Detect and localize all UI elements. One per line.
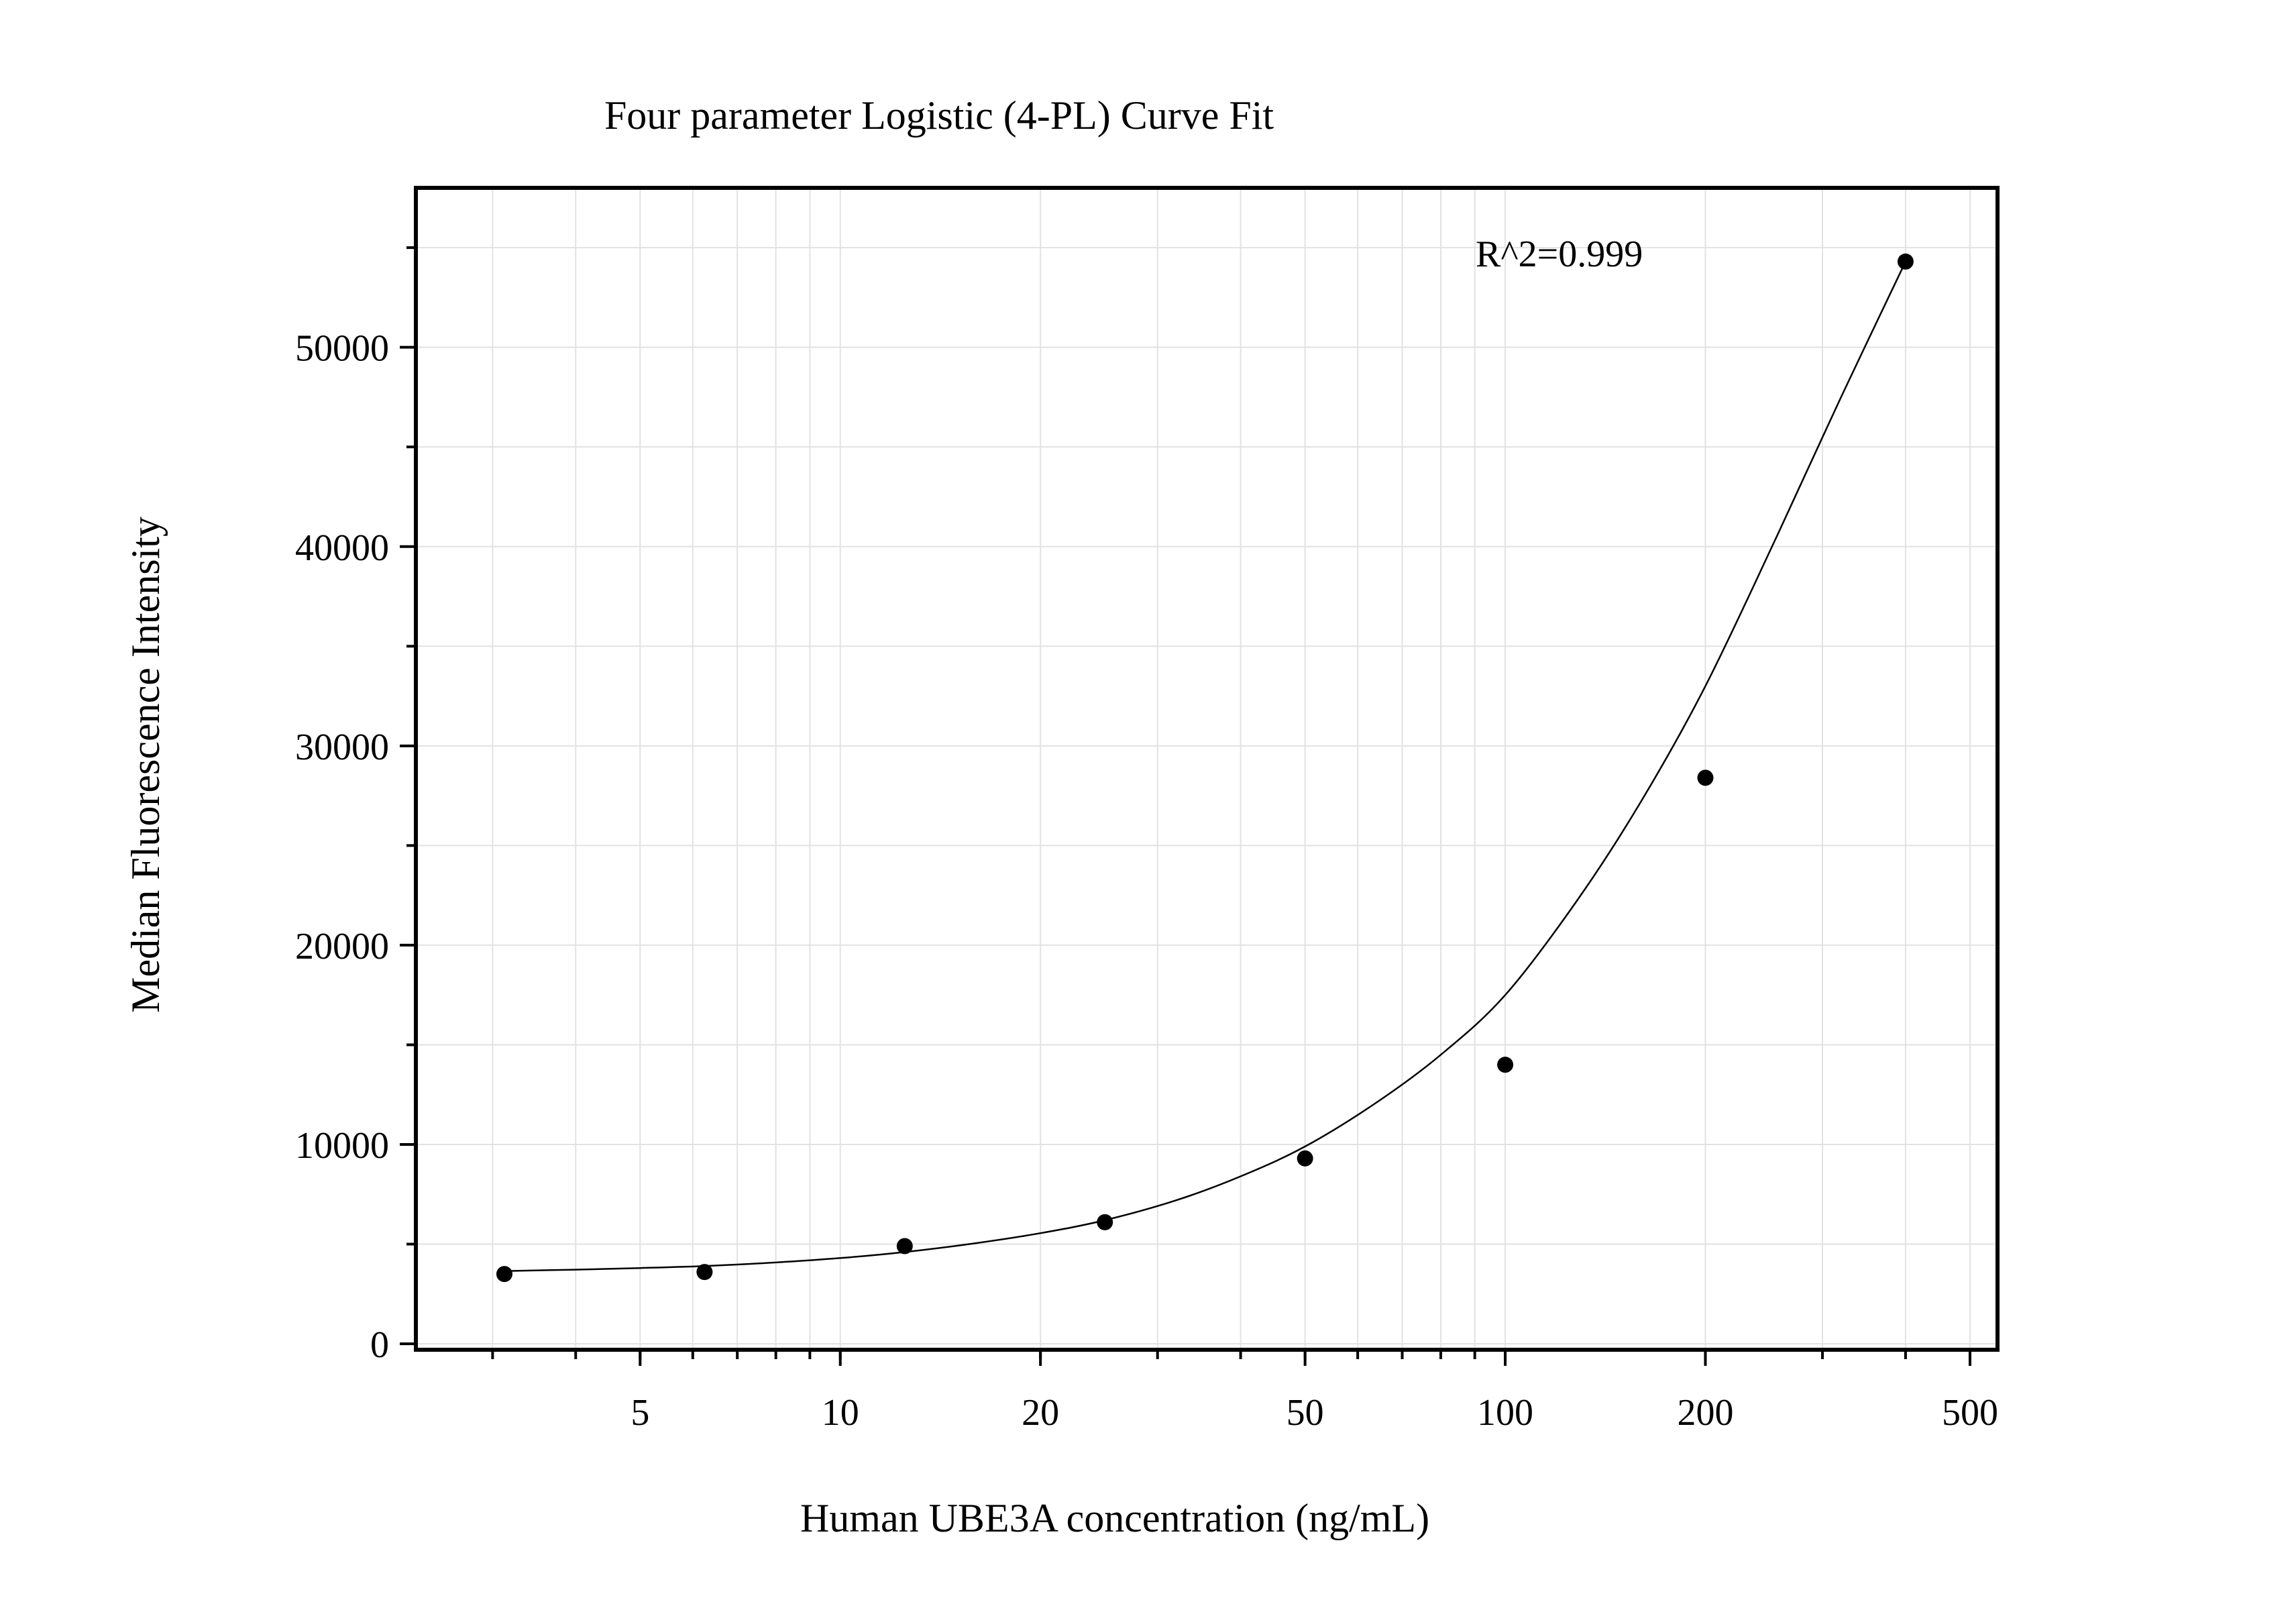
- chart-title: Four parameter Logistic (4-PL) Curve Fit: [604, 93, 1274, 138]
- annotation-r2: R^2=0.999: [1476, 233, 1643, 275]
- y-tick-label: 20000: [295, 926, 389, 967]
- data-point: [1097, 1214, 1113, 1230]
- data-points: [496, 253, 1914, 1283]
- y-tick-label: 0: [370, 1324, 389, 1366]
- y-tick-label: 50000: [295, 328, 389, 370]
- x-tick-label: 100: [1477, 1392, 1533, 1434]
- tick-labels: 5 10 20 50 100 200 500 0 10000 20000 30000 40000 500…: [295, 328, 1998, 1434]
- data-point: [496, 1266, 512, 1283]
- x-tick-label: 500: [1942, 1392, 1998, 1434]
- y-axis-label: Median Fluorescence Intensity: [123, 517, 168, 1013]
- data-point: [1297, 1150, 1313, 1167]
- y-tick-label: 10000: [295, 1125, 389, 1167]
- axis-ticks: [400, 246, 1971, 1366]
- fit-curve: [504, 261, 1907, 1272]
- fit-curve-line: [504, 261, 1907, 1272]
- x-tick-label: 50: [1287, 1392, 1324, 1434]
- x-tick-label: 5: [631, 1392, 649, 1434]
- plot-frame: [414, 186, 2000, 1352]
- data-point: [1897, 253, 1914, 270]
- x-tick-label: 20: [1022, 1392, 1059, 1434]
- grid: [416, 188, 1998, 1350]
- data-point: [696, 1264, 713, 1281]
- y-tick-label: 40000: [295, 527, 389, 569]
- x-axis-label: Human UBE3A concentration (ng/mL): [800, 1496, 1429, 1540]
- x-tick-label: 10: [822, 1392, 859, 1434]
- x-tick-label: 200: [1677, 1392, 1733, 1434]
- data-point: [1697, 769, 1714, 786]
- data-point: [1497, 1057, 1514, 1073]
- y-tick-label: 30000: [295, 727, 389, 768]
- data-point: [896, 1238, 913, 1254]
